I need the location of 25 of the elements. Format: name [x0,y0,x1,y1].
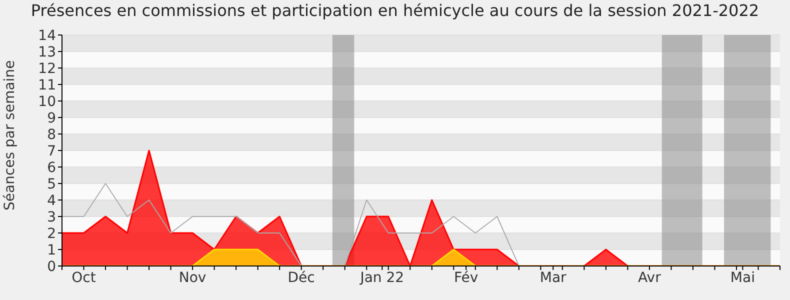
x-tick-label: Nov [178,270,206,286]
x-tick-label: Avr [638,270,662,286]
y-tick-label: 2 [47,226,56,242]
y-tick-label: 10 [38,94,56,110]
y-tick-label: 4 [47,192,56,209]
y-tick-label: 14 [38,28,56,44]
y-tick-label: 13 [38,44,56,60]
y-tick-label: 0 [47,258,56,275]
chart-title: Présences en commissions et participation en hémicycle au cours de la session 2021-2022 [30,1,760,20]
y-tick-label: 12 [38,60,56,77]
x-tick-label: Mar [540,270,567,286]
y-tick-label: 9 [47,110,56,126]
x-tick-label: Mai [730,270,755,286]
y-tick-label: 8 [47,126,56,143]
y-tick-label: 3 [47,209,56,226]
y-tick-label: 7 [47,143,56,160]
x-tick-label: Déc [288,270,315,286]
x-tick-label: Oct [72,270,96,286]
y-axis-title: Séances par semaine [2,60,18,210]
y-tick-label: 11 [38,77,56,94]
y-tick-label: 6 [47,160,56,176]
x-tick-label: Fév [454,270,478,286]
y-tick-label: 5 [47,176,56,192]
x-tick-label: Jan 22 [359,270,404,286]
y-tick-label: 1 [47,242,56,258]
